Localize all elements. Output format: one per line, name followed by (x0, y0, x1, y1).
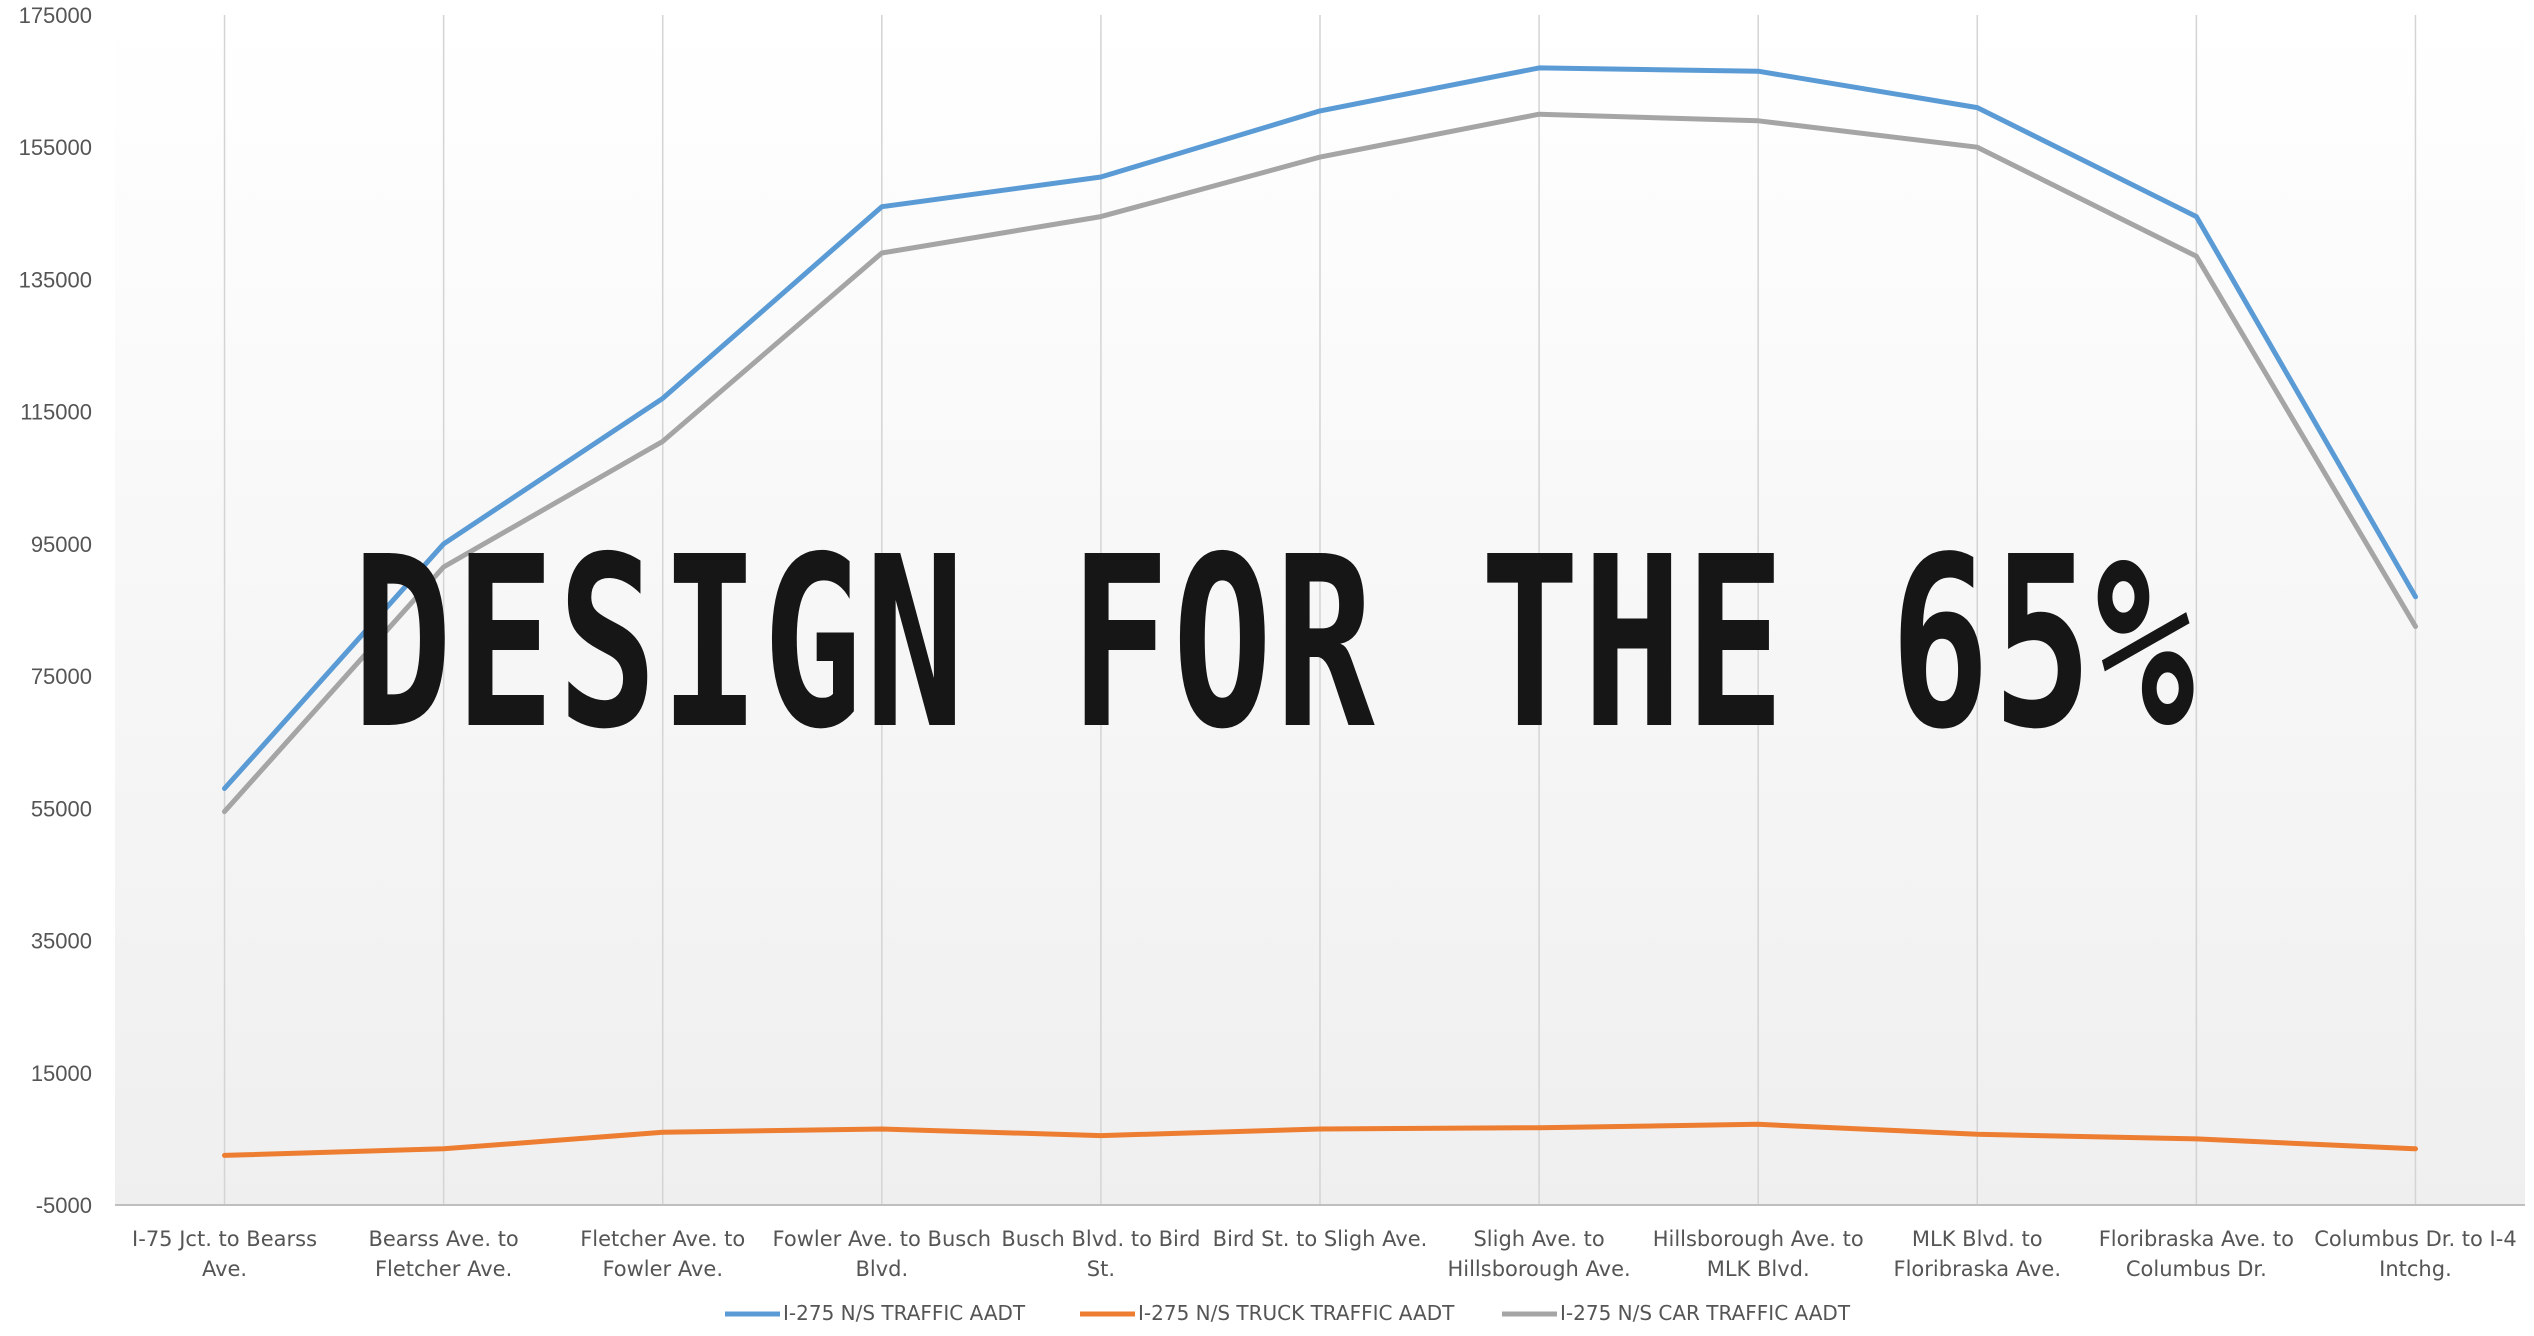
x-category-label: Bearss Ave. to (368, 1227, 518, 1251)
legend: I-275 N/S TRAFFIC AADT I-275 N/S TRUCK TR… (725, 1301, 1851, 1325)
x-category-label: Floribraska Ave. (1894, 1257, 2062, 1281)
y-axis-tick-labels: -5000 15000 35000 55000 75000 95000 115000 1350… (19, 3, 92, 1218)
legend-label: I-275 N/S TRUCK TRAFFIC AADT (1138, 1301, 1455, 1325)
x-category-label: Floribraska Ave. to (2099, 1227, 2294, 1251)
x-category-label: MLK Blvd. to (1912, 1227, 2043, 1251)
y-tick-label: 95000 (31, 532, 92, 557)
series-lines (222, 65, 2418, 1158)
x-category-label: Hillsborough Ave. (1447, 1257, 1630, 1281)
x-category-label: Sligh Ave. to (1473, 1227, 1604, 1251)
x-category-label: Fowler Ave. (602, 1257, 723, 1281)
legend-label: I-275 N/S CAR TRAFFIC AADT (1560, 1301, 1851, 1325)
y-tick-label: 35000 (31, 929, 92, 954)
x-category-label: Busch Blvd. to Bird (1001, 1227, 1200, 1251)
overlay-title: DESIGN FOR THE 65% (353, 506, 2198, 781)
x-category-label: I-75 Jct. to Bearss (132, 1227, 317, 1251)
x-category-label: Blvd. (855, 1257, 908, 1281)
x-category-label: Fletcher Ave. to (580, 1227, 745, 1251)
vertical-gridlines (223, 15, 2417, 1205)
x-category-label: Intchg. (2379, 1257, 2452, 1281)
y-tick-label: -5000 (36, 1193, 92, 1218)
y-tick-label: 15000 (31, 1061, 92, 1086)
x-category-label: Bird St. to Sligh Ave. (1213, 1227, 1428, 1251)
y-tick-label: 75000 (31, 664, 92, 689)
x-axis-category-labels: I-75 Jct. to Bearss Ave. Bearss Ave. to Fle… (132, 1227, 2517, 1281)
x-category-label: MLK Blvd. (1707, 1257, 1810, 1281)
y-tick-label: 155000 (19, 135, 92, 160)
x-category-label: Columbus Dr. to I-4 (2314, 1227, 2516, 1251)
y-tick-label: 135000 (19, 267, 92, 292)
y-tick-label: 175000 (19, 3, 92, 28)
y-tick-label: 115000 (20, 400, 92, 425)
x-category-label: Fowler Ave. to Busch (773, 1227, 992, 1251)
x-category-label: Hillsborough Ave. to (1653, 1227, 1864, 1251)
y-tick-label: 55000 (31, 796, 92, 821)
x-category-label: Fletcher Ave. (375, 1257, 512, 1281)
x-category-label: Columbus Dr. (2126, 1257, 2267, 1281)
legend-label: I-275 N/S TRAFFIC AADT (783, 1301, 1026, 1325)
x-category-label: Ave. (202, 1257, 247, 1281)
x-category-label: St. (1087, 1257, 1115, 1281)
